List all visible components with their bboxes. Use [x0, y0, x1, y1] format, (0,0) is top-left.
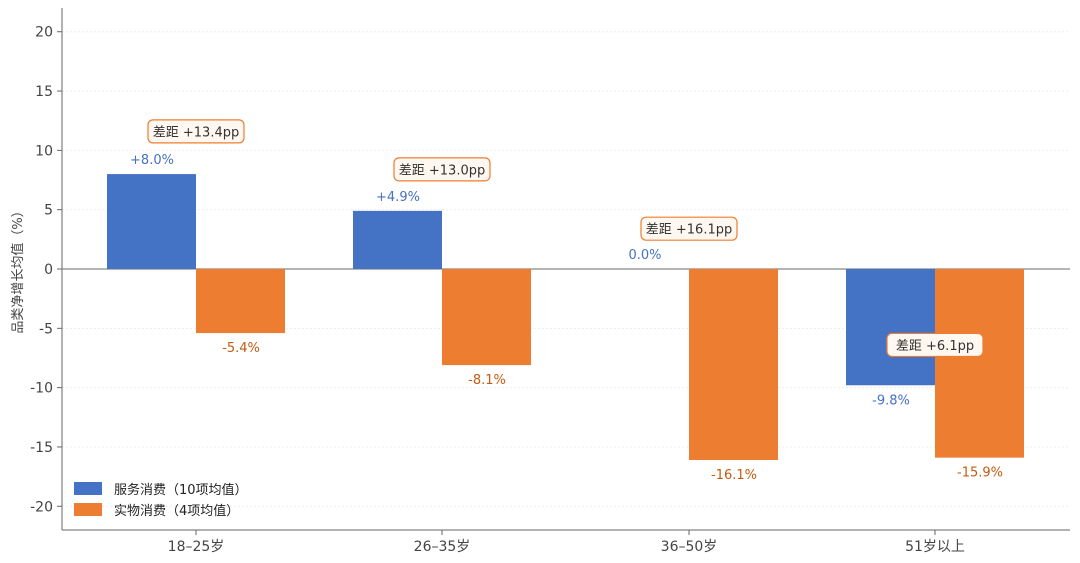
bar-goods [935, 269, 1024, 458]
value-label-service: 0.0% [628, 248, 661, 263]
gap-annotation-label: 差距 +13.0pp [399, 163, 485, 178]
bar-service [846, 269, 935, 385]
legend-swatch-goods [74, 503, 102, 516]
bar-goods [442, 269, 531, 365]
gap-annotation-label: 差距 +16.1pp [646, 223, 732, 238]
x-tick-label: 26–35岁 [414, 539, 471, 555]
gap-annotation-label: 差距 +6.1pp [896, 339, 974, 354]
y-tick-label: 5 [44, 203, 53, 219]
legend: 服务消费（10项均值） 实物消费（4项均值） [74, 482, 248, 519]
legend-label-goods: 实物消费（4项均值） [114, 503, 239, 519]
legend-swatch-service [74, 482, 102, 495]
y-tick-label: 15 [35, 84, 53, 100]
y-tick-label: -5 [39, 321, 53, 337]
x-tick-label: 18–25岁 [168, 539, 225, 555]
bars [107, 174, 1024, 460]
bar-goods [196, 269, 285, 333]
bar-chart: 20 15 10 5 0 -5 -10 -15 -20 18–25岁 26–35岁 36–50岁 51岁… [0, 0, 1080, 563]
y-axis-title: 品类净增长均值（%） [10, 204, 26, 333]
x-tick-label: 51岁以上 [905, 539, 965, 555]
value-label-service: -9.8% [872, 393, 910, 408]
y-tick-label: 0 [44, 262, 53, 278]
bar-service [107, 174, 196, 269]
value-label-goods: -15.9% [957, 466, 1003, 481]
x-tick-label: 36–50岁 [661, 539, 718, 555]
bar-service [353, 211, 442, 269]
value-label-service: +8.0% [130, 153, 174, 168]
bar-goods [689, 269, 778, 460]
gap-annotation-label: 差距 +13.4pp [153, 125, 239, 140]
value-label-goods: -16.1% [711, 468, 757, 483]
y-tick-label: -20 [30, 499, 53, 515]
y-tick-label: -10 [30, 381, 53, 397]
y-tick-label: 20 [35, 25, 53, 41]
value-label-goods: -5.4% [222, 341, 260, 356]
y-tick-label: -15 [30, 440, 53, 456]
value-label-goods: -8.1% [468, 373, 506, 388]
y-tick-label: 10 [35, 143, 53, 159]
legend-label-service: 服务消费（10项均值） [114, 482, 248, 498]
value-label-service: +4.9% [376, 190, 420, 205]
